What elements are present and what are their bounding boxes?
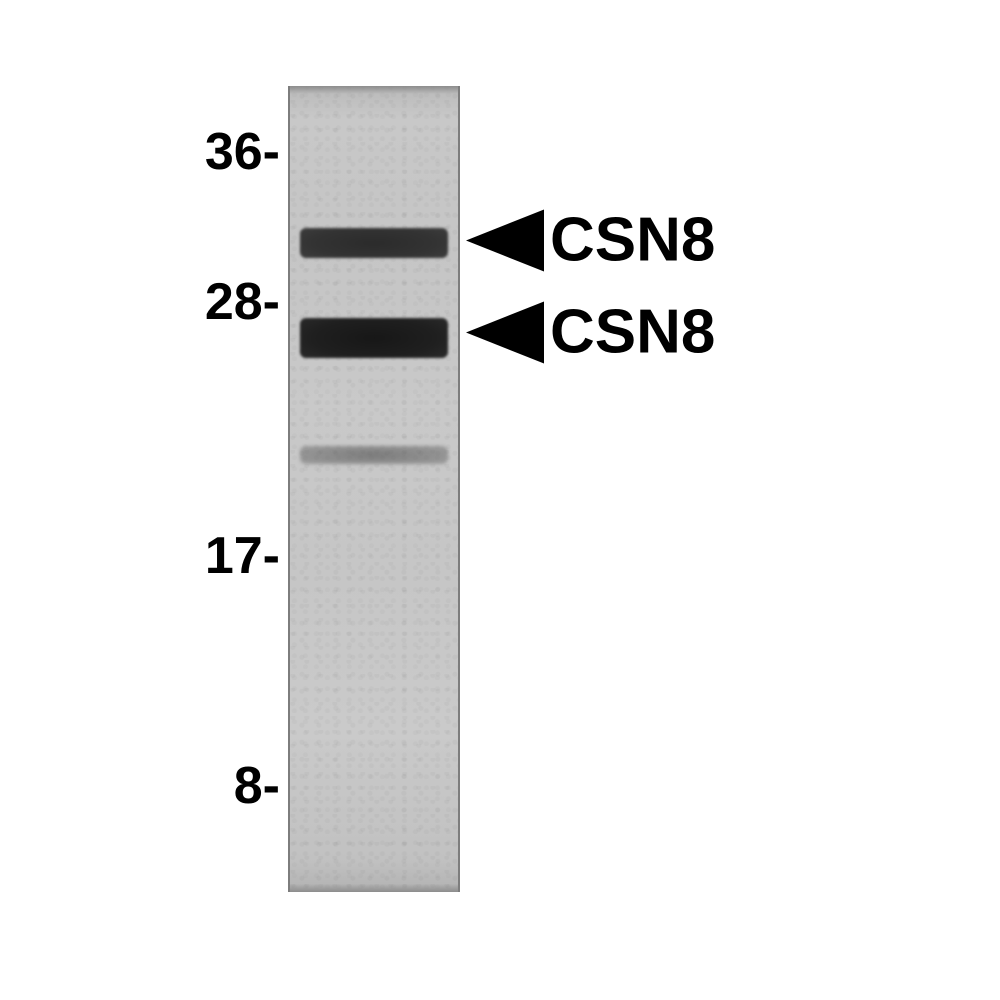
mw-marker-36: 36- [140, 122, 280, 182]
mw-marker-8: 8- [140, 756, 280, 816]
mw-marker-28: 28- [140, 272, 280, 332]
annotation-csn8-lower: CSN8 [466, 297, 715, 368]
blot-lane [288, 86, 460, 892]
annotation-label: CSN8 [550, 297, 715, 368]
arrowhead-icon [466, 301, 544, 363]
annotation-label: CSN8 [550, 205, 715, 276]
band-csn8-upper [300, 228, 448, 258]
band-csn8-lower [300, 318, 448, 358]
western-blot-figure: 36- 28- 17- 8- CSN8 CSN8 [0, 0, 1000, 1000]
arrowhead-icon [466, 209, 544, 271]
mw-marker-17: 17- [140, 526, 280, 586]
band-faint-band [300, 446, 448, 464]
annotation-csn8-upper: CSN8 [466, 205, 715, 276]
